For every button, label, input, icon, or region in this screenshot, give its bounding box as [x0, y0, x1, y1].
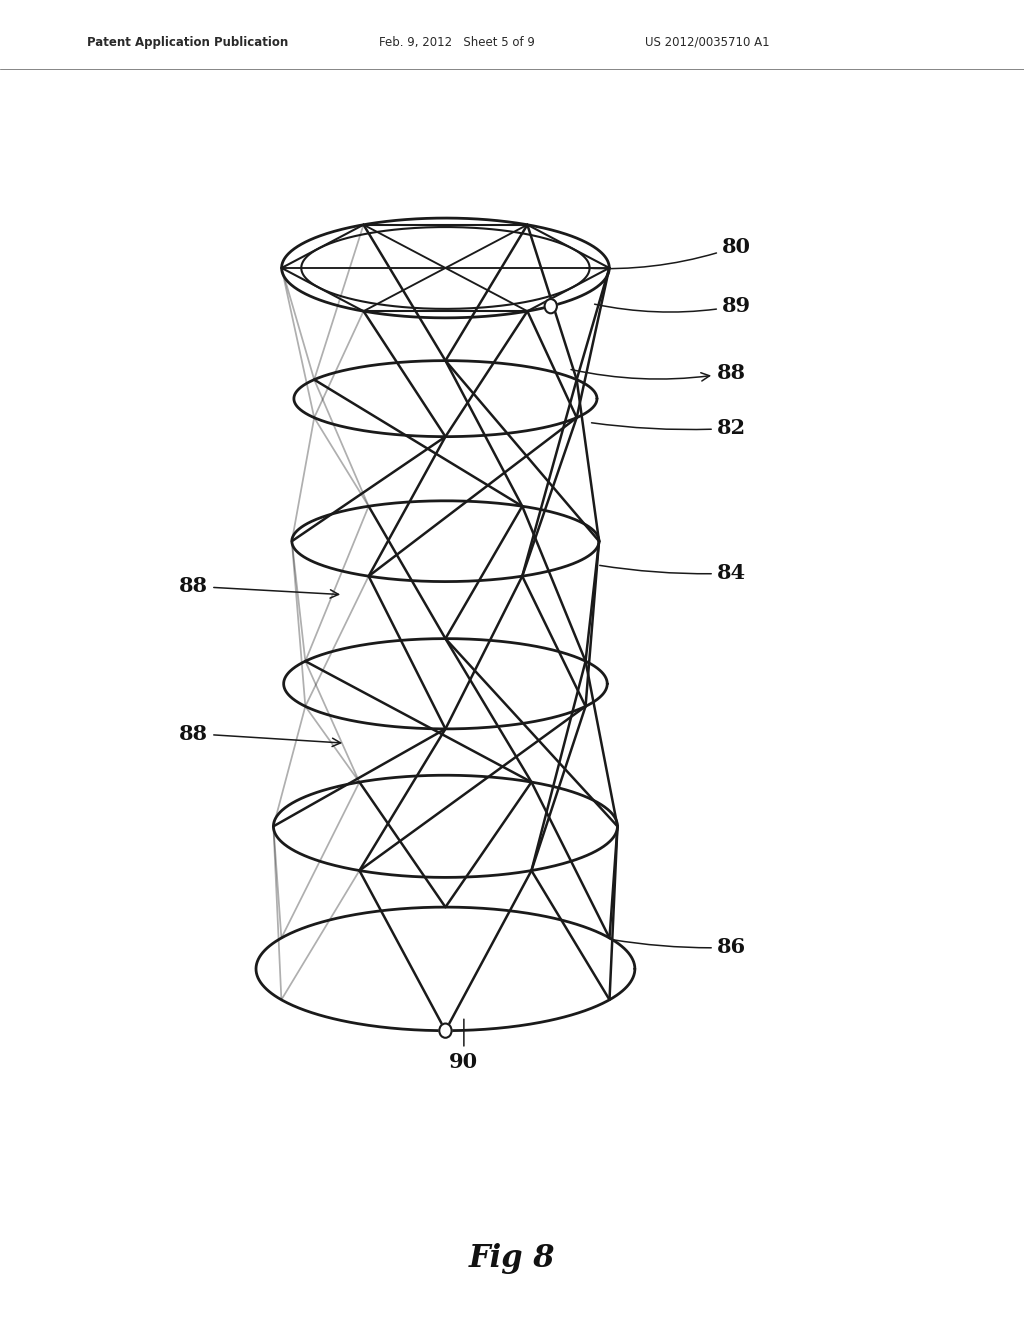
Text: US 2012/0035710 A1: US 2012/0035710 A1: [645, 36, 770, 49]
Text: 88: 88: [179, 577, 339, 598]
Circle shape: [439, 1023, 452, 1038]
Text: Feb. 9, 2012   Sheet 5 of 9: Feb. 9, 2012 Sheet 5 of 9: [379, 36, 535, 49]
Text: Patent Application Publication: Patent Application Publication: [87, 36, 289, 49]
Circle shape: [545, 300, 557, 313]
Text: 88: 88: [571, 363, 745, 383]
Text: 88: 88: [179, 723, 341, 747]
Text: 86: 86: [612, 937, 745, 957]
Text: 84: 84: [600, 564, 745, 583]
Text: 82: 82: [592, 418, 745, 438]
Text: 89: 89: [595, 296, 751, 315]
Text: 90: 90: [450, 1019, 478, 1072]
Text: 80: 80: [587, 236, 751, 269]
Text: Fig 8: Fig 8: [469, 1243, 555, 1274]
